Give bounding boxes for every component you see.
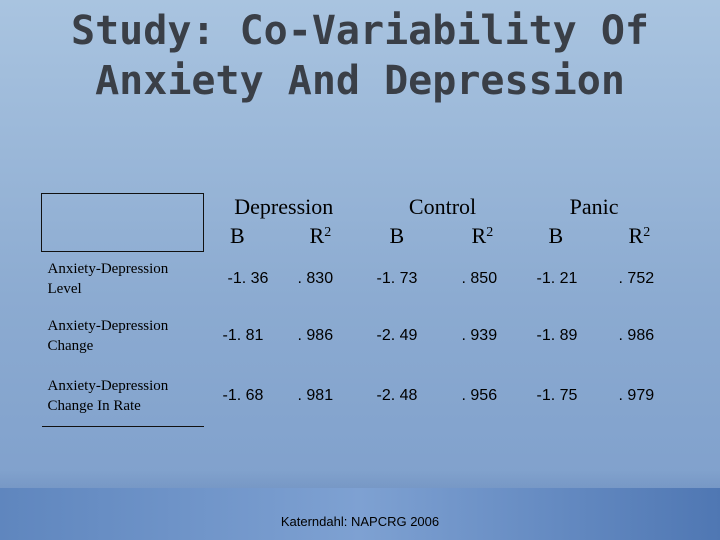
bottom-bar-decoration <box>0 488 720 540</box>
row-label: Anxiety-Depression Level <box>42 252 204 307</box>
slide-title: Study: Co-Variability Of Anxiety And Dep… <box>0 6 720 106</box>
cell-panic-b: -1. 75 <box>536 387 578 404</box>
cell-depression-b: -1. 36 <box>227 270 269 287</box>
row-label: Anxiety-Depression Change <box>42 307 204 366</box>
sub-header-b: B <box>230 223 245 248</box>
title-line-1: Study: Co-Variability Of <box>71 8 649 54</box>
cell-depression-b: -1. 68 <box>222 387 264 404</box>
r-superscript: 2 <box>643 225 651 240</box>
row-label-line-1: Anxiety-Depression <box>47 377 169 394</box>
cell-panic-r2: . 752 <box>618 270 655 287</box>
row-label-line-2: Change <box>47 338 94 354</box>
sub-header-r2: R2 <box>597 221 667 252</box>
table-row: Anxiety-Depression Change In Rate -1. 68… <box>41 365 667 427</box>
cell-control-r2: . 939 <box>461 327 498 344</box>
title-line-2: Anxiety And Depression <box>95 58 625 104</box>
table-row: Anxiety-Depression Change -1. 81 . 986 -… <box>42 307 667 366</box>
sub-header-row: B R2 B R2 B R2 <box>42 221 667 252</box>
cell-control-b: -2. 48 <box>376 387 418 404</box>
corner-cell <box>41 193 204 252</box>
table-row: Anxiety-Depression Level -1. 36 . 830 -1… <box>42 252 667 307</box>
r-symbol: R <box>309 223 325 248</box>
cell-control-r2: . 850 <box>461 270 498 287</box>
cell-depression-b: -1. 81 <box>222 327 264 344</box>
cell-panic-b: -1. 21 <box>536 270 578 287</box>
cell-depression-r2: . 986 <box>297 327 334 344</box>
sub-header-b: B <box>548 223 564 248</box>
r-symbol: R <box>628 223 644 248</box>
r-symbol: R <box>471 223 487 248</box>
slide-footer: Katerndahl: NAPCRG 2006 <box>280 514 440 529</box>
group-header-panic: Panic <box>569 194 619 219</box>
cell-control-b: -1. 73 <box>376 270 418 287</box>
row-label: Anxiety-Depression Change In Rate <box>41 365 204 427</box>
cell-panic-r2: . 986 <box>618 327 655 344</box>
cell-depression-r2: . 830 <box>297 270 334 287</box>
sub-header-r2: R2 <box>282 221 364 252</box>
results-table: Depression Control Panic B R2 B R2 B R2 … <box>41 193 667 427</box>
row-label-line-2: Change In Rate <box>47 397 141 414</box>
cell-panic-r2: . 979 <box>618 387 655 404</box>
sub-header-b: B <box>389 223 405 248</box>
group-header-control: Control <box>408 194 477 219</box>
cell-panic-b: -1. 89 <box>536 327 578 344</box>
r-superscript: 2 <box>324 225 332 240</box>
sub-header-r2: R2 <box>444 221 522 252</box>
r-superscript: 2 <box>486 225 494 240</box>
row-label-line-2: Level <box>47 281 82 298</box>
cell-depression-r2: . 981 <box>297 387 334 404</box>
group-header-row: Depression Control Panic <box>41 193 667 252</box>
row-label-line-1: Anxiety-Depression <box>47 318 169 334</box>
cell-control-b: -2. 49 <box>376 327 418 344</box>
row-label-line-1: Anxiety-Depression <box>47 261 169 278</box>
group-header-depression: Depression <box>234 194 334 219</box>
cell-control-r2: . 956 <box>461 387 498 404</box>
